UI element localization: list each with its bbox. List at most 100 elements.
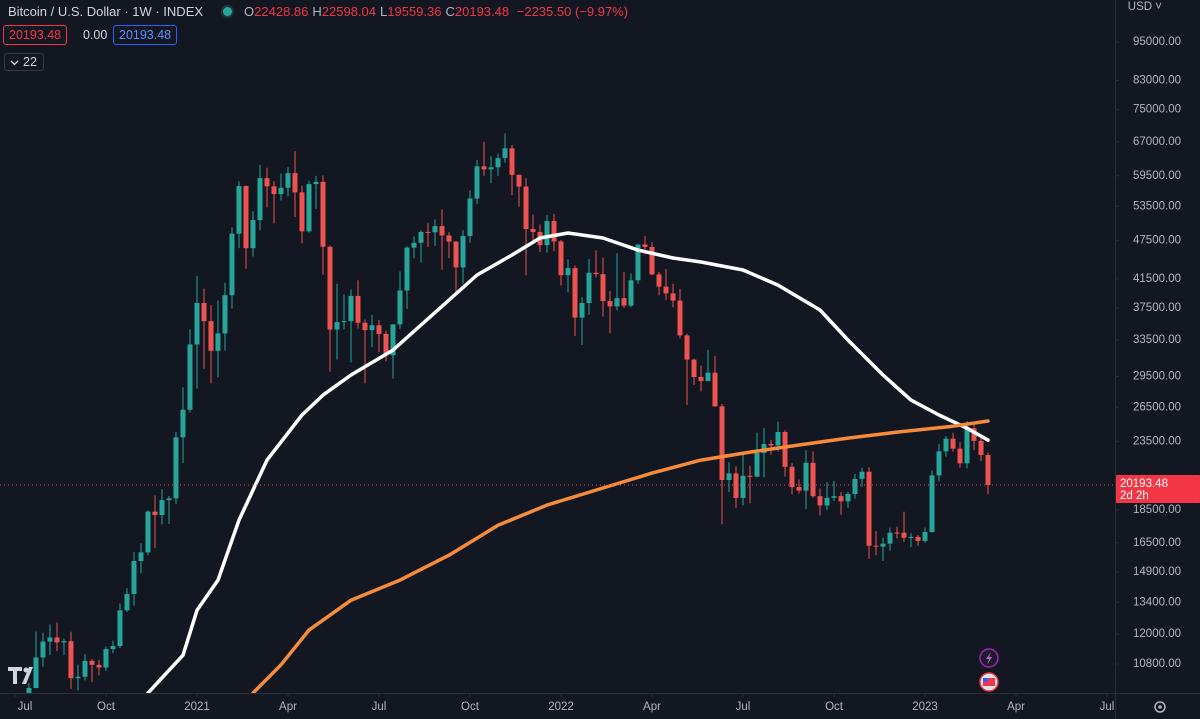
candle-body [145, 511, 151, 553]
candle-body [201, 302, 207, 322]
ohlc-close: 20193.48 [454, 4, 510, 19]
x-tick-label: Apr [1007, 701, 1025, 713]
y-tick-label: 41500.00 [1133, 273, 1181, 285]
y-tick-label: 53500.00 [1133, 200, 1181, 212]
candle-body [775, 432, 781, 446]
candle-body [859, 471, 865, 479]
candle-body [796, 487, 802, 491]
candle-body [845, 493, 851, 502]
y-tick-label: 37500.00 [1133, 302, 1181, 314]
candle-body [299, 192, 305, 232]
x-tick-label: Apr [279, 701, 297, 713]
moving-average-line [251, 419, 990, 693]
indicator-value[interactable]: 20193.48 [113, 25, 178, 45]
candle-body [173, 437, 179, 499]
ohlc-open: 22428.86 [254, 4, 309, 19]
candle-body [586, 272, 592, 303]
candle-body [628, 280, 634, 306]
settings-icon[interactable] [1154, 701, 1166, 713]
candle-body [635, 244, 641, 281]
candle-body [159, 500, 165, 516]
indicator-toggle[interactable]: 22 [4, 53, 44, 71]
candle-body [26, 688, 32, 693]
ohlc-change: −2235.50 (−9.97%) [516, 4, 629, 19]
plot-area [0, 133, 1115, 693]
candle-body [712, 372, 718, 407]
currency: USD [1127, 1, 1153, 13]
y-tick-label: 13400.00 [1133, 596, 1181, 608]
candle-body [852, 478, 858, 494]
x-tick-label: Jul [736, 701, 751, 713]
candle-body [936, 451, 942, 476]
x-tick-label: Jul [1100, 701, 1115, 713]
candle-body [166, 498, 172, 501]
ohlc-high: 22598.04 [321, 4, 377, 19]
ohlc-low: 19559.36 [387, 4, 442, 19]
candle-body [509, 148, 515, 175]
candle-body [551, 221, 557, 242]
ohlc-key: C [445, 4, 455, 19]
candle-body [292, 173, 298, 193]
symbol-title: Bitcoin / U.S. Dollar · 1W · INDEX [8, 4, 204, 19]
candle-body [670, 293, 676, 301]
candle-body [208, 321, 214, 351]
candle-body [481, 166, 487, 170]
indicator-value[interactable]: 20193.48 [3, 25, 68, 45]
candle-body [838, 496, 844, 502]
y-tick-label: 18500.00 [1133, 504, 1181, 516]
candle-body [971, 428, 977, 441]
candle-body [642, 244, 648, 247]
currency-menu[interactable]: USD ˅ [1127, 1, 1162, 13]
candle-body [530, 229, 536, 232]
candle-body [817, 496, 823, 506]
y-tick-label: 33500.00 [1133, 334, 1181, 346]
x-tick-label: 2021 [184, 701, 210, 713]
legend-header: Bitcoin / U.S. Dollar · 1W · INDEX O22428… [8, 4, 628, 19]
candle-body [985, 454, 991, 485]
candle-body [334, 322, 340, 330]
candle-body [362, 322, 368, 331]
y-tick-label: 75000.00 [1133, 104, 1181, 116]
candle-body [243, 186, 249, 249]
candle-body [390, 324, 396, 356]
candle-body [957, 448, 963, 464]
candle-body [733, 473, 739, 498]
candle-body [89, 660, 95, 665]
candle-body [327, 246, 333, 330]
moving-average-line [146, 231, 990, 693]
candle-body [754, 453, 760, 477]
candle-body [523, 186, 529, 230]
candle-body [726, 473, 732, 480]
candle-body [467, 198, 473, 237]
candle-body [250, 220, 256, 249]
candle-body [278, 187, 284, 195]
event-icons[interactable] [979, 648, 999, 692]
chevron-icon [10, 60, 19, 66]
x-tick-label: Oct [825, 701, 844, 713]
candle-body [313, 181, 319, 185]
candle-body [922, 532, 928, 541]
x-tick-label: Jul [18, 701, 33, 713]
candle-body [873, 545, 879, 547]
candle-body [810, 462, 816, 497]
candle-body [348, 295, 354, 322]
candle-body [103, 649, 109, 668]
candle-body [383, 333, 389, 356]
axes: 95000.00 83000.00 75000.00 67000.00 59500.00… [14, 36, 1200, 713]
candle-body [194, 302, 200, 345]
candle-body [866, 471, 872, 546]
ohlc-key: O [244, 4, 255, 19]
candle-body [719, 406, 725, 480]
last-price-label: 20193.48 [1120, 478, 1168, 490]
candle-body [887, 532, 893, 544]
candle-body [138, 552, 144, 562]
candle-body [691, 359, 697, 378]
candle-body [446, 235, 452, 242]
ohlc-key: L [380, 4, 388, 19]
candle-body [96, 664, 102, 668]
candle-body [439, 226, 445, 236]
candle-body [68, 641, 74, 679]
candle-body [747, 475, 753, 477]
